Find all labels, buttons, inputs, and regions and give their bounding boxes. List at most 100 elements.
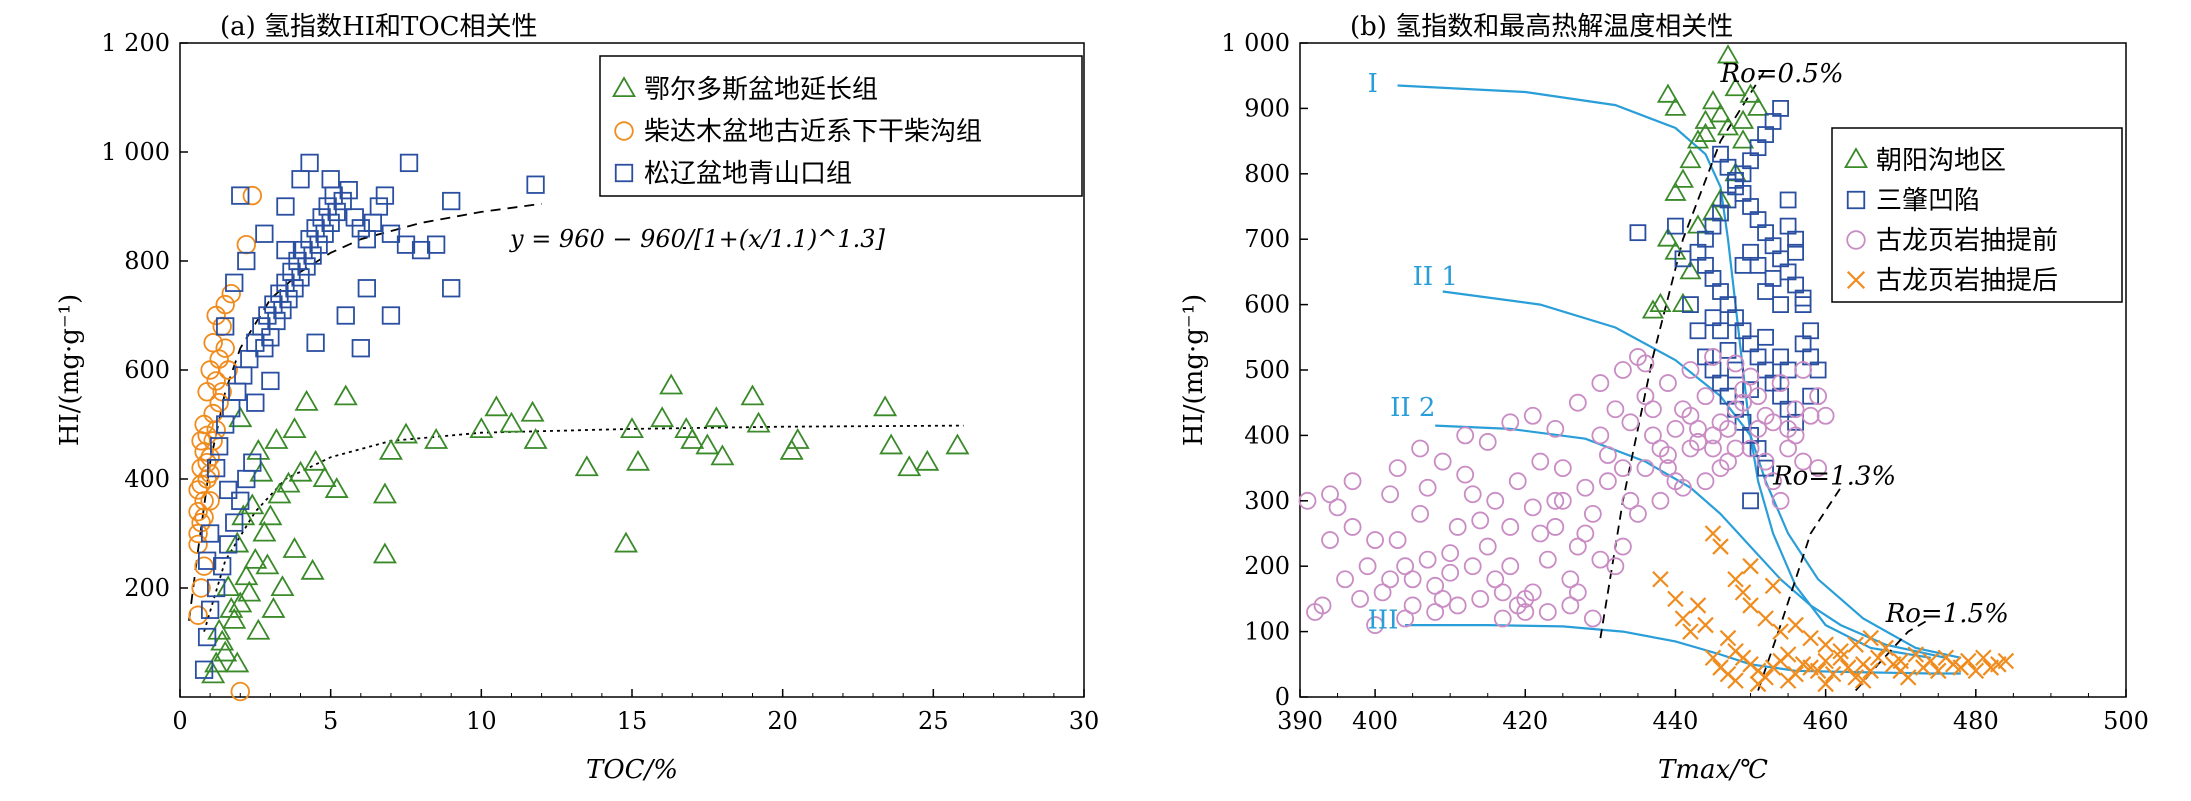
data-point (1606, 557, 1625, 576)
data-point (1764, 577, 1782, 595)
data-point (1433, 452, 1452, 471)
data-point (1749, 256, 1767, 274)
data-point (1508, 472, 1527, 491)
data-point (188, 523, 208, 544)
data-point (1448, 518, 1467, 536)
type-curve-3 (1405, 624, 1961, 675)
data-point (225, 651, 250, 673)
data-point (203, 403, 223, 424)
data-point (1679, 260, 1702, 280)
data-point (1613, 459, 1632, 478)
data-point (258, 504, 283, 526)
x-tick-label: 480 (1953, 707, 1999, 735)
data-point (1561, 596, 1580, 615)
data-point (381, 306, 401, 325)
data-point (1641, 299, 1664, 319)
data-point (237, 580, 262, 602)
data-point (1772, 623, 1789, 640)
ro-label: Ro=0.5% (1720, 59, 1844, 89)
data-point (264, 428, 289, 449)
data-point (1832, 649, 1849, 667)
data-point (1546, 518, 1565, 536)
legend-label: 古龙页岩抽提后 (1876, 266, 2058, 296)
x-tick-label: 460 (1803, 707, 1849, 735)
data-point (1456, 426, 1475, 445)
data-point (1561, 570, 1580, 589)
data-point (1756, 452, 1775, 471)
data-point (1674, 478, 1692, 497)
data-point (188, 502, 208, 522)
data-point (1523, 498, 1542, 517)
y-tick-label: 800 (124, 247, 170, 275)
data-point (216, 317, 235, 336)
series-1 (188, 185, 263, 702)
data-point (1441, 563, 1460, 582)
data-point (873, 395, 898, 417)
data-point (915, 449, 940, 471)
data-point (442, 191, 461, 211)
data-point (201, 662, 226, 684)
data-point (484, 395, 509, 417)
data-point (1636, 387, 1655, 406)
data-point (1598, 446, 1617, 464)
data-point (207, 458, 226, 478)
data-point (1839, 659, 1857, 676)
data-point (1975, 649, 1992, 667)
data-point (1772, 348, 1789, 366)
data-point (1727, 571, 1744, 588)
data-point (345, 208, 364, 227)
data-point (312, 466, 337, 488)
data-point (1381, 485, 1400, 504)
data-point (1516, 603, 1535, 621)
legend-label: 松辽盆地青山口组 (644, 159, 852, 189)
data-point (294, 389, 319, 411)
data-point (1667, 590, 1684, 608)
data-point (336, 306, 355, 325)
data-point (1907, 646, 1925, 663)
data-point (327, 202, 346, 222)
data-point (1649, 292, 1672, 313)
data-point (1486, 570, 1505, 589)
data-point (1704, 348, 1722, 366)
data-point (194, 660, 214, 679)
data-point (1388, 531, 1407, 549)
data-point (1659, 459, 1677, 478)
data-point (1756, 406, 1775, 425)
data-point (1553, 459, 1572, 478)
data-point (315, 224, 334, 243)
x-tick-label: 420 (1502, 707, 1548, 735)
x-tick-label: 390 (1277, 707, 1323, 735)
data-point (1652, 571, 1669, 588)
data-point (1343, 518, 1362, 536)
chart-panel-b: (b) 氢指数和最高热解温度相关性 390 400 420 440 460 480 500 … (1179, 12, 2149, 785)
data-point (255, 553, 280, 575)
chart-panel-a: (a) 氢指数HI和TOC相关性 0 5 10 15 20 25 30 200 400 600 8… (55, 12, 1099, 785)
data-point (1704, 426, 1722, 445)
x-tick-label: 10 (466, 707, 497, 735)
data-point (197, 551, 217, 570)
data-point (1794, 296, 1812, 314)
data-point (221, 284, 241, 304)
data-point (1741, 439, 1760, 458)
data-point (1817, 652, 1834, 670)
data-point (200, 524, 220, 543)
data-point (1403, 570, 1422, 589)
y-tick-label: 200 (1244, 552, 1290, 580)
data-point (1523, 406, 1542, 425)
data-point (276, 240, 295, 260)
data-point (424, 428, 449, 449)
data-point (1757, 459, 1774, 477)
data-point (1621, 413, 1640, 432)
legend-marker (614, 121, 634, 141)
data-point (1501, 518, 1520, 536)
data-point (300, 558, 325, 580)
data-point (1576, 478, 1595, 497)
data-point (746, 411, 771, 433)
data-point (255, 339, 274, 358)
data-point (1553, 491, 1572, 510)
data-point (1666, 419, 1685, 438)
series-2 (194, 153, 545, 679)
data-point (1771, 374, 1790, 392)
data-point (1671, 168, 1695, 188)
legend-marker (1843, 147, 1869, 169)
